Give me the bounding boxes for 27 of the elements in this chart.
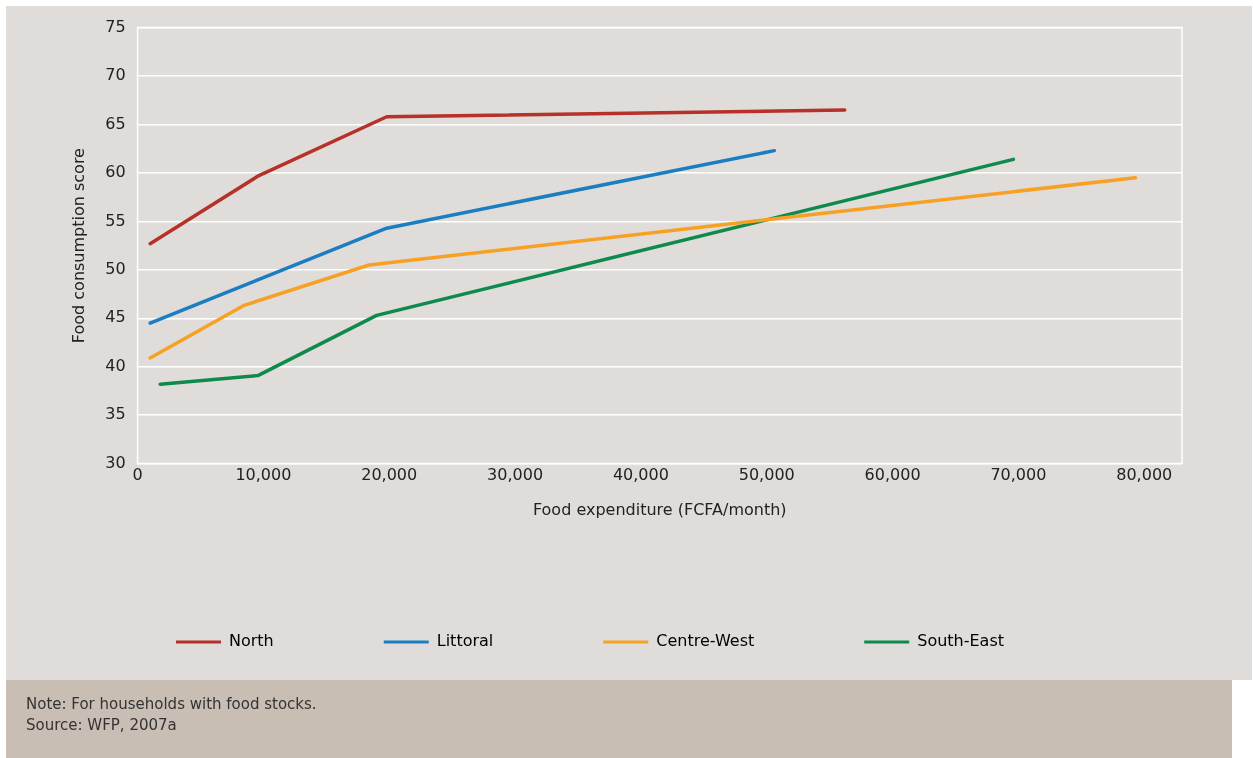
y-tick-label: 60 [105,162,126,182]
text: Note: For households with food stocks. [26,694,318,715]
y-tick-label: 30 [105,452,126,472]
x-tick-label: 40,000 [612,465,669,485]
legend-label: Centre-West [656,631,755,651]
legend-label: Littoral [436,631,494,651]
y-tick-label: 45 [105,307,126,327]
legend-label: North [229,631,274,651]
y-tick-label: 40 [105,355,126,375]
source-note: Source: WFP, 2007a [26,715,178,736]
x-tick-label: 80,000 [1116,465,1173,485]
y-tick-label: 35 [105,404,126,424]
x-tick-label: 30,000 [487,465,544,485]
legend-label: South-East [917,631,1005,651]
x-tick-label: 10,000 [235,465,292,485]
y-axis-title: Food consumption score [68,148,88,344]
y-tick-label: 70 [105,65,126,85]
x-tick-label: 70,000 [990,465,1047,485]
x-tick-label: 50,000 [738,465,795,485]
y-tick-label: 50 [105,258,126,278]
x-tick-label: 20,000 [361,465,418,485]
y-tick-label: 65 [105,113,126,133]
y-tick-label: 55 [105,210,126,230]
x-tick-label: 0 [132,465,143,485]
x-tick-label: 60,000 [864,465,921,485]
x-axis-title: Food expenditure (FCFA/month) [532,499,787,519]
y-tick-label: 75 [105,16,126,36]
